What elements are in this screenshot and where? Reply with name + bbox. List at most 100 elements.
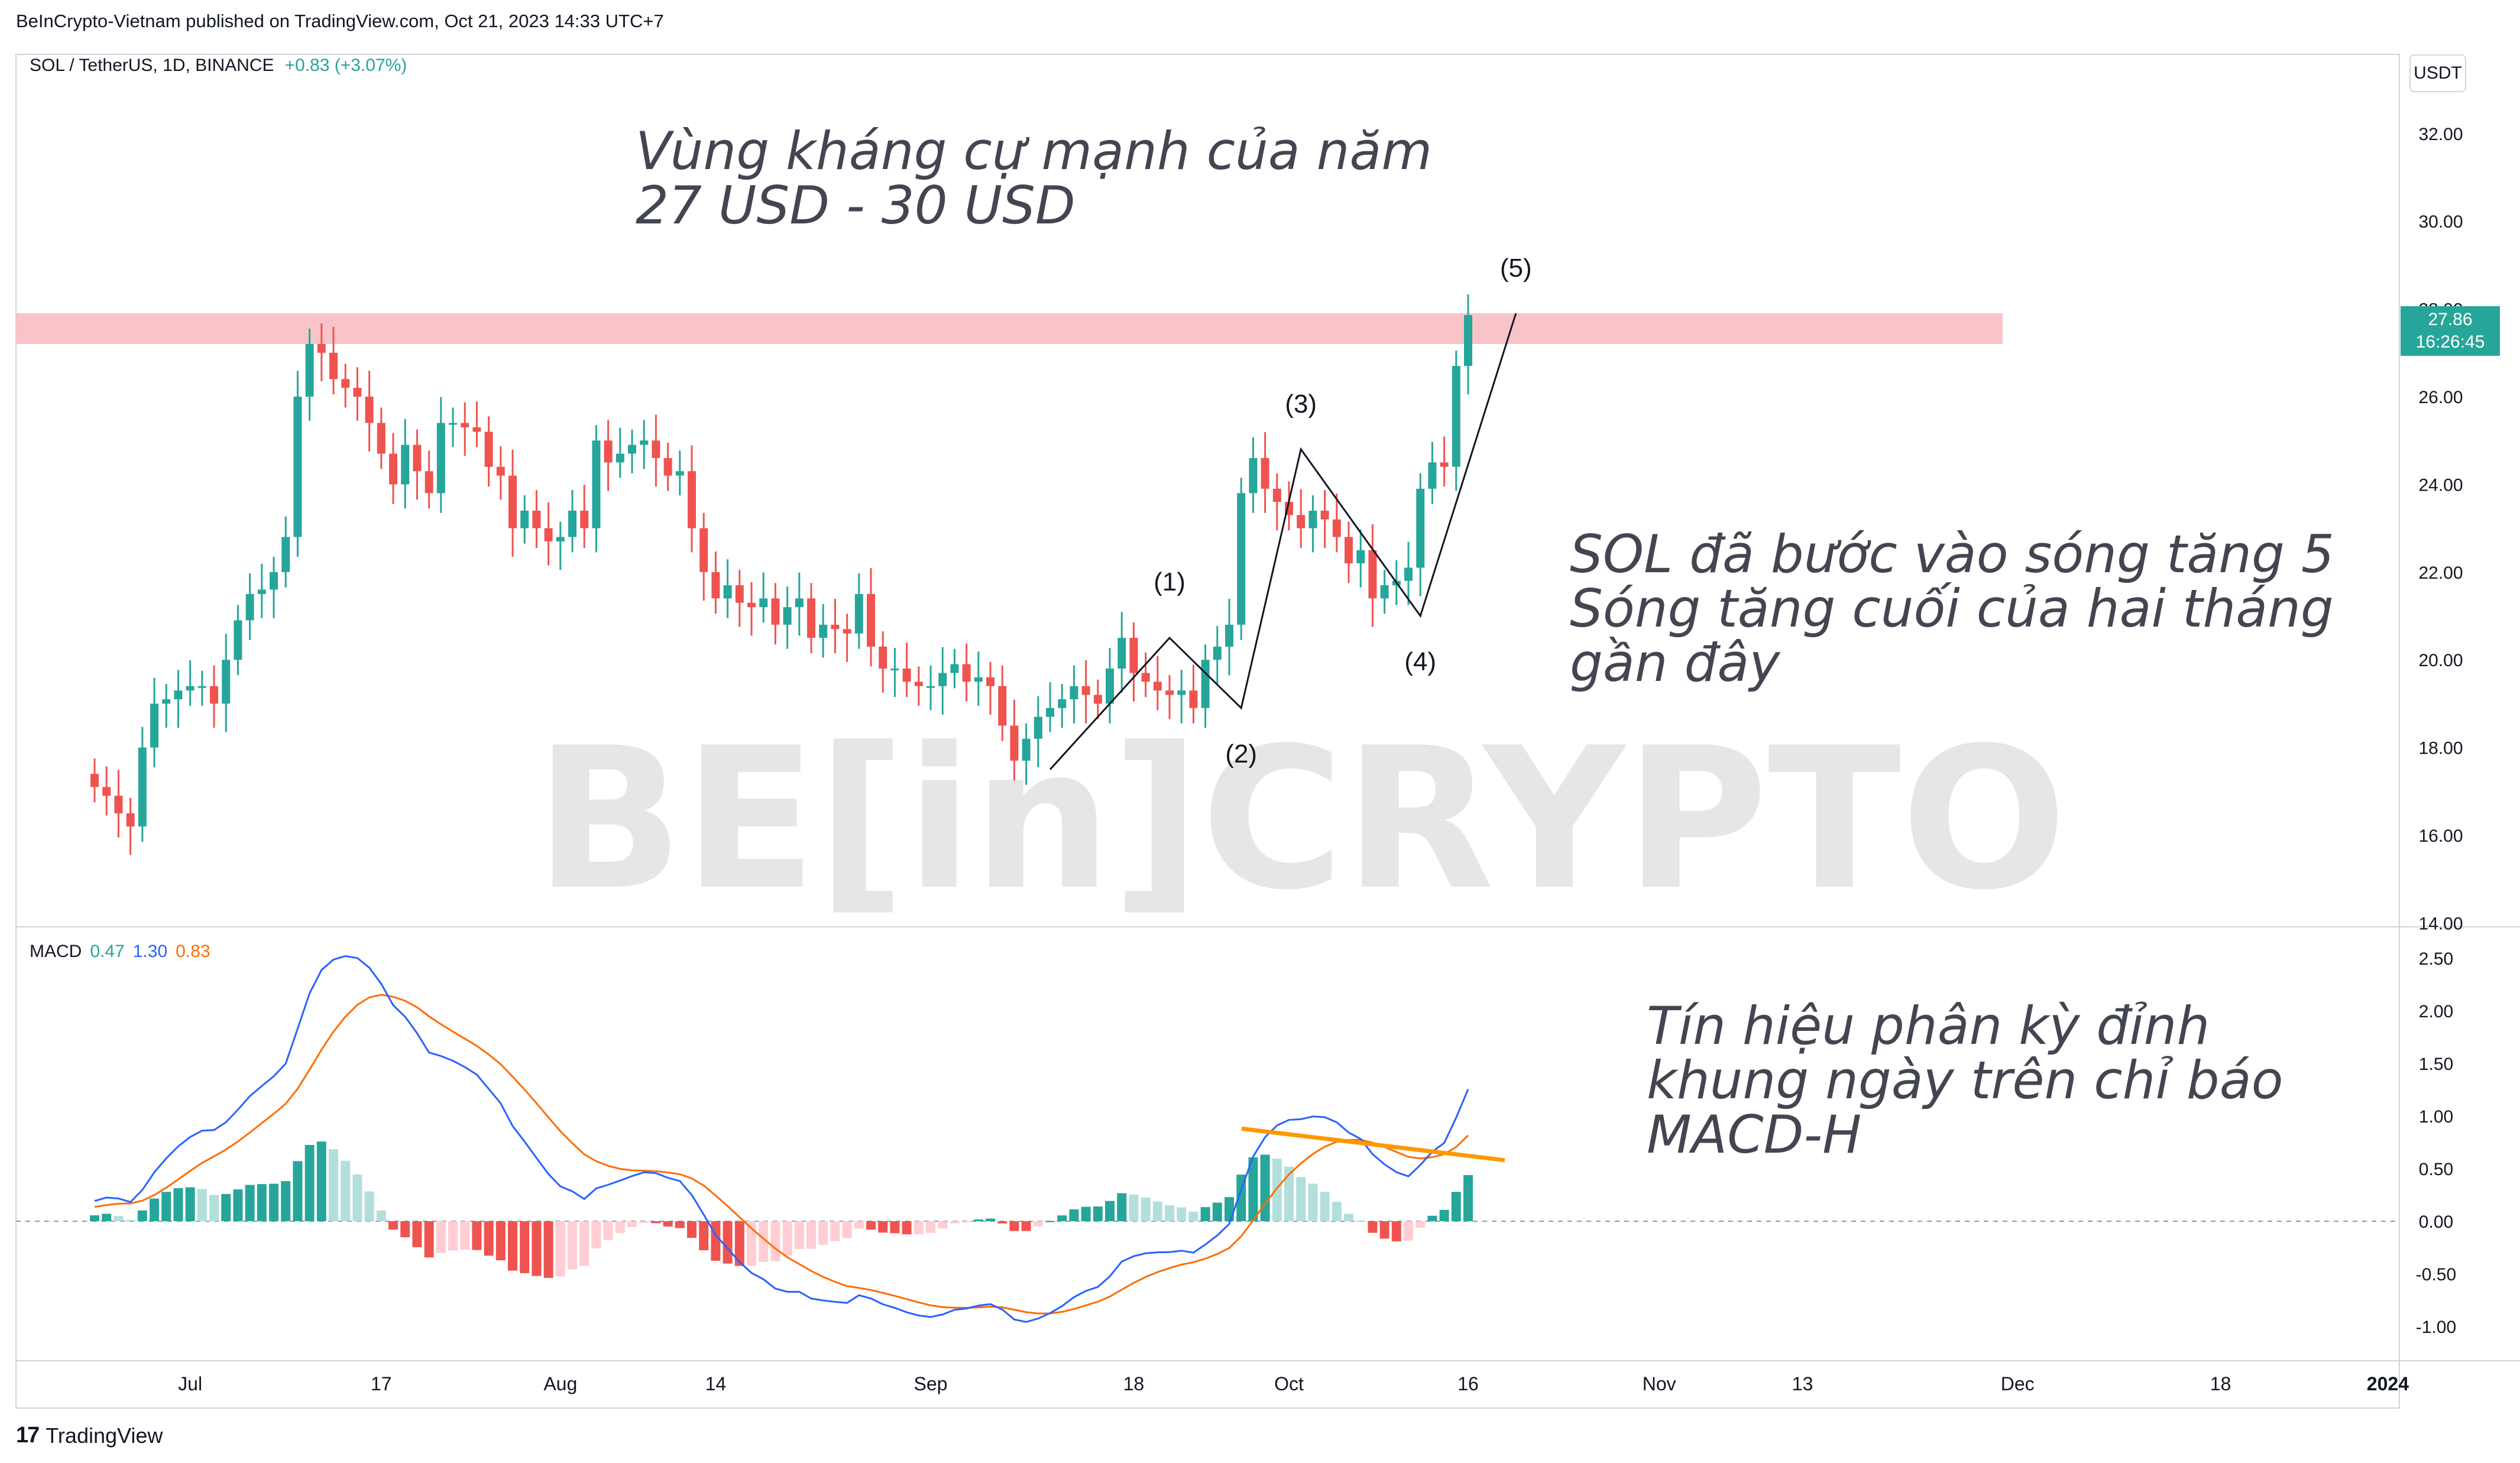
macd-histogram-bar xyxy=(902,1221,912,1235)
macd-histogram-bar xyxy=(1021,1221,1031,1231)
macd-tick-label: 0.00 xyxy=(2419,1212,2453,1232)
macd-histogram-bar xyxy=(782,1221,792,1256)
macd-line xyxy=(94,955,1469,1323)
macd-tick-label: -1.00 xyxy=(2416,1318,2456,1337)
tradingview-logo-icon: 17 xyxy=(16,1423,40,1448)
candle-body xyxy=(317,343,326,353)
candle-body xyxy=(1118,638,1126,669)
wave-annotation: SOL đã bước vào sóng tăng 5 Sóng tăng cu… xyxy=(1570,524,2334,693)
macd-tick-label: 2.50 xyxy=(2419,949,2453,969)
candle-body xyxy=(174,690,183,699)
macd-histogram-bar xyxy=(221,1193,231,1221)
macd-histogram-bar xyxy=(1379,1221,1389,1239)
candle-body xyxy=(1058,699,1067,708)
candle-body xyxy=(1201,660,1210,708)
last-price-value: 27.86 xyxy=(2428,310,2473,329)
macd-histogram-bar xyxy=(687,1221,697,1238)
candle-body xyxy=(1153,682,1162,691)
resistance-zone xyxy=(16,313,2003,344)
macd-histogram-bar xyxy=(1045,1221,1055,1222)
macd-histogram-bar xyxy=(1248,1157,1258,1221)
candle-body xyxy=(1308,510,1317,528)
candle-body xyxy=(663,458,672,476)
candle-body xyxy=(890,669,899,671)
candle-body xyxy=(974,677,983,682)
price-tick-label: 32.00 xyxy=(2418,125,2463,144)
candle-body xyxy=(831,624,840,630)
macd-histogram-bar xyxy=(137,1210,147,1221)
macd-histogram-bar xyxy=(770,1221,780,1261)
candle-body xyxy=(329,352,338,379)
candle-body xyxy=(270,572,278,590)
candle-body xyxy=(1320,510,1329,520)
price-tick-label: 14.00 xyxy=(2418,914,2463,933)
divergence-annotation: Tín hiệu phân kỳ đỉnh khung ngày trên ch… xyxy=(1647,995,2283,1165)
candle-body xyxy=(1165,690,1174,695)
macd-histogram-bar xyxy=(364,1191,374,1221)
divergence-trendline xyxy=(1241,1126,1505,1163)
price-tick-label: 18.00 xyxy=(2418,739,2463,758)
candle-body xyxy=(616,453,624,463)
candle-body xyxy=(1081,686,1090,695)
candle-body xyxy=(222,660,231,704)
macd-histogram-bar xyxy=(639,1221,649,1223)
candle-body xyxy=(1010,725,1019,761)
candle-body xyxy=(365,397,374,423)
macd-histogram-bar xyxy=(543,1221,553,1278)
candle-body xyxy=(1261,458,1269,489)
candle-body xyxy=(197,686,206,688)
candle-body xyxy=(1356,550,1365,563)
symbol-label[interactable]: SOL / TetherUS, 1D, BINANCE xyxy=(30,56,274,75)
footer-brand[interactable]: TradingView xyxy=(46,1423,163,1448)
candle-body xyxy=(914,682,923,686)
candle-body xyxy=(472,427,481,432)
macd-histogram-bar xyxy=(376,1210,386,1221)
candle-body xyxy=(1237,493,1246,625)
macd-histogram-bar xyxy=(305,1144,315,1221)
macd-histogram-bar xyxy=(520,1221,530,1273)
time-tick-label: 16 xyxy=(1457,1373,1479,1394)
macd-legend: MACD 0.47 1.30 0.83 xyxy=(30,942,210,962)
macd-histogram-bar xyxy=(508,1221,517,1271)
macd-histogram-bar xyxy=(1009,1221,1019,1231)
macd-histogram-bar xyxy=(472,1221,482,1250)
macd-tick-label: 1.00 xyxy=(2419,1107,2453,1127)
candle-body xyxy=(138,747,147,827)
macd-histogram-bar xyxy=(102,1214,112,1221)
candle-body xyxy=(1272,488,1281,502)
time-tick-label: 13 xyxy=(1792,1373,1813,1394)
bar-countdown: 16:26:45 xyxy=(2415,332,2485,352)
macd-histogram-bar xyxy=(854,1221,864,1229)
macd-histogram-bar xyxy=(388,1221,398,1230)
candle-body xyxy=(1464,314,1472,366)
candle-body xyxy=(210,686,218,704)
candle-body xyxy=(950,664,959,673)
wave-label: (2) xyxy=(1225,739,1257,768)
macd-histogram-bar xyxy=(1451,1192,1461,1221)
macd-histogram-bar xyxy=(1117,1193,1127,1221)
candle-body xyxy=(1332,519,1341,537)
candle-body xyxy=(341,379,350,388)
macd-histogram-bar xyxy=(329,1149,338,1221)
macd-histogram-bar xyxy=(699,1221,709,1251)
macd-histogram-bar xyxy=(1093,1206,1103,1221)
macd-histogram-bar xyxy=(603,1221,613,1240)
candle-body xyxy=(1177,690,1186,695)
candle-body xyxy=(652,440,660,458)
macd-histogram-bar xyxy=(114,1216,124,1221)
price-tick-label: 30.00 xyxy=(2418,212,2463,232)
macd-histogram-bar xyxy=(866,1221,876,1230)
elliott-wave-path xyxy=(1049,313,1517,770)
candle-body xyxy=(1297,515,1306,528)
currency-unit-button[interactable]: USDT xyxy=(2409,54,2466,92)
macd-histogram-bar xyxy=(914,1221,924,1235)
macd-tick-label: 0.50 xyxy=(2419,1160,2453,1179)
candle-body xyxy=(1440,462,1449,467)
macd-histogram-bar xyxy=(1284,1166,1294,1221)
macd-histogram-bar xyxy=(1368,1221,1378,1233)
time-tick-label: Oct xyxy=(1274,1373,1304,1394)
candle-body xyxy=(401,445,410,485)
wave-label: (3) xyxy=(1285,390,1317,419)
macd-title[interactable]: MACD xyxy=(30,942,82,961)
